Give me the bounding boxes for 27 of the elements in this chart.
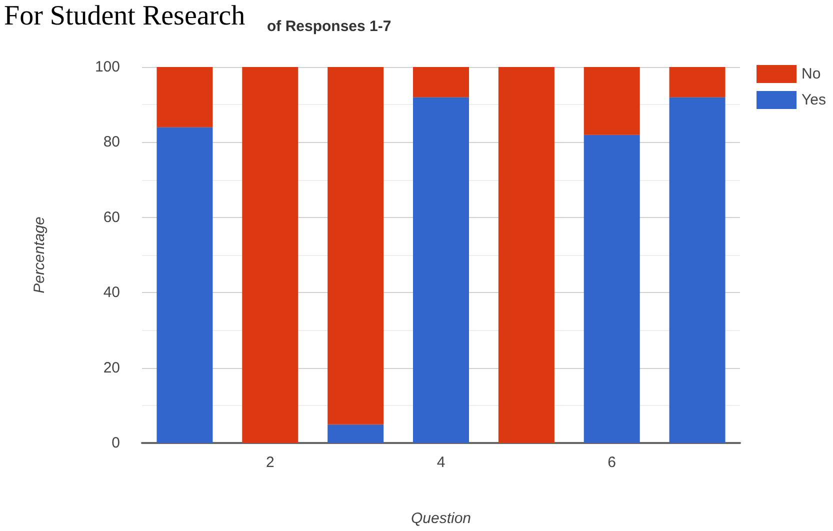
chart-title: of Responses 1-7	[267, 18, 392, 35]
x-tick-label: 2	[266, 454, 274, 471]
x-tick-label: 4	[436, 454, 446, 471]
y-tick-label: 60	[103, 208, 120, 226]
x-axis-title: Question	[410, 510, 472, 527]
legend-label: No	[802, 66, 821, 82]
bar	[156, 127, 213, 443]
bar	[242, 67, 298, 443]
legend-label: Yes	[802, 92, 826, 108]
y-tick-label: 0	[112, 434, 120, 452]
bar	[584, 134, 640, 443]
y-tick-label: 80	[103, 134, 120, 151]
bar	[328, 424, 384, 443]
x-tick-label: 6	[608, 454, 616, 471]
text: For Student Research	[4, 0, 246, 32]
y-tick-label: 20	[103, 359, 120, 376]
bar	[413, 97, 469, 443]
bar	[328, 67, 384, 424]
y-tick-label: 40	[103, 284, 120, 302]
bar	[669, 97, 726, 443]
y-axis-title: Percentage	[31, 216, 48, 294]
bar	[669, 67, 726, 98]
bar	[584, 67, 640, 135]
bar	[413, 67, 469, 98]
bar	[156, 67, 213, 128]
bar	[498, 67, 554, 443]
y-tick-label: 100	[94, 58, 120, 76]
